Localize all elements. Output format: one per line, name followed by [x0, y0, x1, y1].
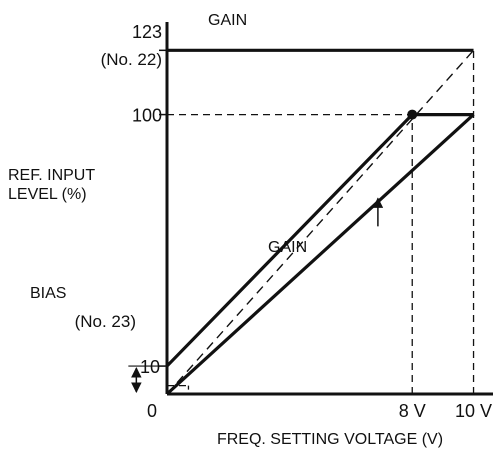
gain-label-middle: GAIN [268, 239, 307, 256]
intersection-point [407, 109, 418, 120]
series-line-3 [166, 49, 475, 395]
y-tick-label-100: 100 [132, 106, 162, 126]
y-tick-label-123: 123 [132, 22, 162, 42]
series-line-1 [165, 113, 475, 396]
series-line-0 [165, 112, 474, 368]
axes [165, 22, 493, 396]
y-tick-label-10: 10 [140, 357, 160, 377]
y-tick-sub-label: (No. 22) [101, 50, 162, 69]
y-axis-label-line1: REF. INPUT [8, 167, 95, 184]
bias-ref-label: (No. 23) [75, 312, 136, 331]
annotation-marks [128, 49, 418, 394]
series-lines [165, 48, 475, 396]
y-axis-label-line2: LEVEL (%) [8, 186, 87, 203]
x-tick-label-0: 0 [147, 401, 157, 421]
guide-lines [167, 50, 475, 394]
x-tick-label-8v: 8 V [399, 401, 426, 421]
gain-label-top: GAIN [208, 12, 247, 29]
bias-label: BIAS [30, 285, 66, 302]
x-tick-label-10v: 10 V [455, 401, 492, 421]
x-axis-label: FREQ. SETTING VOLTAGE (V) [217, 431, 443, 448]
